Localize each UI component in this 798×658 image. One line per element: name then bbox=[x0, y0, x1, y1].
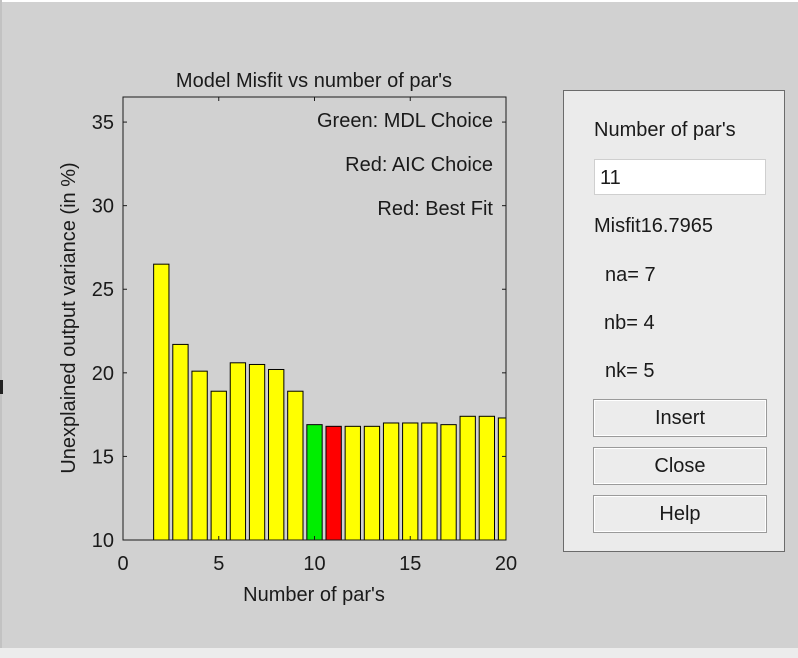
annotation-aic-choice: Red: AIC Choice bbox=[345, 154, 493, 176]
bar-8 bbox=[268, 368, 285, 541]
bar-13 bbox=[363, 425, 381, 541]
bar-16 bbox=[421, 422, 438, 541]
nb-readout: nb= 4 bbox=[604, 312, 655, 334]
bar-9 bbox=[287, 390, 304, 541]
bar-15 bbox=[402, 422, 419, 541]
chart-svg: 0 5 10 15 20 10 15 20 25 30 35 Model Misfit vs num… bbox=[58, 70, 517, 606]
x-tick-label-10: 10 bbox=[303, 553, 325, 575]
bar-17 bbox=[440, 424, 457, 541]
x-axis-label: Number of par's bbox=[243, 584, 385, 606]
nk-readout: nk= 5 bbox=[605, 360, 655, 382]
x-tick-label-15: 15 bbox=[399, 553, 421, 575]
x-tick-label-0: 0 bbox=[117, 553, 128, 575]
bar-18 bbox=[459, 415, 476, 541]
bar-10 bbox=[306, 424, 323, 541]
annotation-best-fit: Red: Best Fit bbox=[377, 198, 493, 220]
insert-button[interactable]: Insert bbox=[593, 399, 767, 437]
close-button[interactable]: Close bbox=[593, 447, 767, 485]
y-tick-label-35: 35 bbox=[92, 112, 114, 134]
misfit-chart: 0 5 10 15 20 10 15 20 25 30 35 Model Misfit vs num… bbox=[58, 70, 517, 606]
bar-12 bbox=[344, 425, 361, 541]
y-axis-label: Unexplained output variance (in %) bbox=[58, 162, 80, 473]
left-edge-marker bbox=[0, 380, 3, 394]
bar-6 bbox=[229, 362, 247, 541]
model-order-panel: Number of par's Misfit16.7965 na= 7 nb= … bbox=[563, 90, 785, 552]
bar-5 bbox=[210, 390, 227, 541]
y-tick-label-25: 25 bbox=[92, 279, 114, 301]
window-top-edge bbox=[0, 0, 798, 2]
bar-7 bbox=[248, 363, 266, 541]
bar-19 bbox=[478, 415, 496, 541]
help-button[interactable]: Help bbox=[593, 495, 767, 533]
number-of-pars-label: Number of par's bbox=[594, 119, 736, 141]
y-tick-label-15: 15 bbox=[92, 446, 114, 468]
bar-2 bbox=[153, 263, 170, 541]
x-tick-label-5: 5 bbox=[213, 553, 224, 575]
bar-14 bbox=[382, 422, 400, 541]
chart-title: Model Misfit vs number of par's bbox=[176, 70, 452, 92]
window-left-edge bbox=[0, 0, 2, 648]
window-bottom-strip bbox=[0, 648, 798, 658]
y-tick-label-20: 20 bbox=[92, 363, 114, 385]
na-readout: na= 7 bbox=[605, 264, 656, 286]
misfit-readout: Misfit16.7965 bbox=[594, 215, 713, 237]
annotation-mdl-choice: Green: MDL Choice bbox=[317, 110, 493, 132]
y-tick-label-30: 30 bbox=[92, 196, 114, 218]
bar-11 bbox=[325, 425, 342, 541]
x-tick-label-20: 20 bbox=[495, 553, 517, 575]
y-tick-label-10: 10 bbox=[92, 530, 114, 552]
number-of-pars-input[interactable] bbox=[594, 159, 766, 195]
bar-3 bbox=[172, 343, 189, 541]
bar-20 bbox=[497, 417, 507, 541]
bar-4 bbox=[191, 370, 208, 541]
